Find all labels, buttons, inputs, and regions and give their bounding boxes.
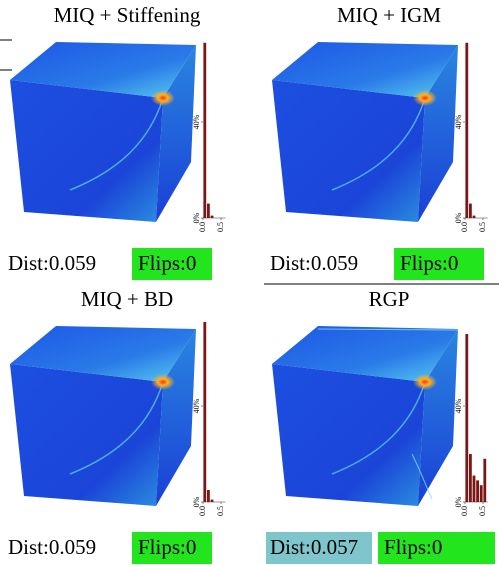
bar — [472, 215, 476, 218]
cube-top — [272, 42, 458, 98]
cube-hotspot — [151, 90, 175, 106]
bar — [465, 42, 469, 218]
bar — [203, 42, 207, 218]
cube-front — [272, 80, 425, 222]
cube-seam — [69, 381, 164, 475]
panel-title: RGP — [369, 287, 410, 311]
flips-highlight — [378, 532, 495, 564]
cube-hotspot — [413, 374, 437, 390]
flips-highlight — [132, 532, 212, 564]
x-tick-label: 0.5 — [216, 222, 225, 232]
cube-side — [156, 329, 196, 506]
bar — [472, 475, 476, 502]
flips-label: Flips:0 — [400, 251, 458, 275]
cube-hotspot — [151, 374, 175, 390]
cube-top — [272, 326, 458, 382]
bar — [479, 485, 483, 502]
x-tick-label: 0.5 — [216, 506, 225, 516]
bar — [210, 499, 214, 502]
y-tick-label: 0% — [192, 212, 201, 223]
flips-label: Flips:0 — [138, 535, 196, 559]
x-tick-label: 0.0 — [460, 506, 469, 516]
cube-top — [10, 42, 196, 98]
cube-seam — [331, 381, 426, 475]
distance-label: Dist:0.059 — [8, 535, 96, 559]
distance-label: Dist:0.059 — [270, 251, 358, 275]
bar — [476, 480, 479, 502]
x-tick-label: 0.0 — [460, 222, 469, 232]
cube-front — [10, 80, 163, 222]
y-tick-label: 0% — [192, 496, 201, 507]
y-tick-label: 40% — [454, 114, 463, 129]
y-tick-label: 0% — [454, 212, 463, 223]
x-tick-label: 0.0 — [198, 506, 207, 516]
bar — [469, 454, 472, 502]
flips-label: Flips:0 — [384, 535, 442, 559]
y-tick-label: 40% — [454, 398, 463, 413]
panel-title: MIQ + IGM — [337, 3, 441, 27]
y-tick-label: 40% — [192, 398, 201, 413]
cube-side — [156, 45, 196, 222]
bar — [210, 215, 214, 218]
x-tick-label: 0.5 — [478, 506, 487, 516]
cube-seam — [331, 97, 426, 191]
flips-highlight — [132, 248, 212, 280]
x-tick-label: 0.0 — [198, 222, 207, 232]
bar — [469, 203, 472, 218]
cube-front — [272, 364, 425, 506]
cube-seam — [69, 97, 164, 191]
flips-label: Flips:0 — [138, 251, 196, 275]
bar — [203, 322, 207, 502]
flips-highlight — [394, 248, 484, 280]
y-tick-label: 0% — [454, 496, 463, 507]
y-tick-label: 40% — [192, 114, 201, 129]
dist-highlight — [266, 532, 372, 564]
cube-top — [10, 326, 196, 382]
distance-label: Dist:0.059 — [8, 251, 96, 275]
bar — [207, 203, 210, 218]
panel-title: MIQ + BD — [81, 287, 173, 311]
bar — [465, 334, 469, 502]
cube-side — [418, 45, 458, 222]
cube-front — [10, 364, 163, 506]
cube-hotspot — [413, 90, 437, 106]
bar — [207, 490, 210, 502]
distance-label: Dist:0.057 — [270, 535, 358, 559]
x-tick-label: 0.5 — [478, 222, 487, 232]
panel-title: MIQ + Stiffening — [54, 3, 201, 27]
bar — [483, 458, 487, 502]
cube-side — [418, 329, 458, 506]
cube-seam — [317, 328, 459, 500]
